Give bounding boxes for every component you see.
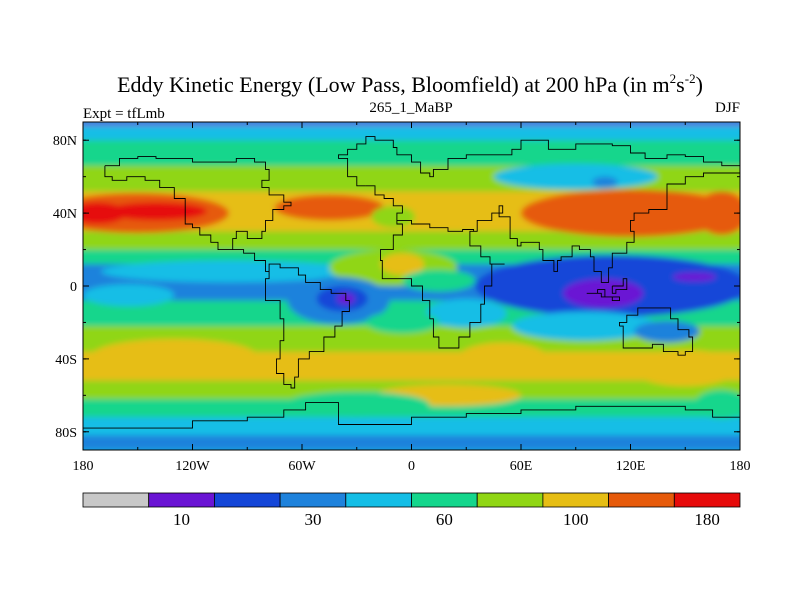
field-contour-blob bbox=[365, 311, 439, 334]
colorbar-swatch bbox=[608, 492, 675, 508]
y-tick-label: 40N bbox=[53, 207, 77, 222]
chart-title: Eddy Kinetic Energy (Low Pass, Bloomfiel… bbox=[117, 71, 703, 97]
field-contour-blob bbox=[457, 342, 549, 376]
y-tick-label: 80S bbox=[55, 426, 77, 441]
title-sup-1: 2 bbox=[670, 71, 677, 86]
field-contour-blob bbox=[283, 391, 430, 418]
field-contour-blob bbox=[592, 176, 618, 188]
field-layer bbox=[83, 122, 740, 450]
field-contour-blob bbox=[92, 338, 257, 372]
field-contour-blob bbox=[634, 320, 700, 343]
x-tick-label: 180 bbox=[730, 459, 751, 474]
field-band bbox=[83, 435, 740, 450]
colorbar-swatch bbox=[411, 492, 478, 508]
field-contour-blob bbox=[493, 163, 658, 190]
x-axis: 180 120W 60W 0 60E 120E 180 bbox=[73, 122, 751, 474]
colorbar-label: 100 bbox=[563, 510, 589, 529]
colorbar: 10 30 60 100 180 bbox=[82, 492, 741, 529]
field-contour-blob bbox=[104, 202, 208, 221]
colorbar-swatch bbox=[213, 492, 281, 508]
field-contour-blob bbox=[83, 284, 175, 307]
field-contour-blob bbox=[630, 349, 740, 387]
field-band bbox=[83, 417, 740, 436]
x-tick-label: 60W bbox=[288, 459, 316, 474]
coastline bbox=[83, 402, 740, 429]
field-contour-blob bbox=[696, 191, 740, 235]
y-tick-label: 80N bbox=[53, 134, 77, 149]
x-tick-label: 120W bbox=[175, 459, 210, 474]
colorbar-label: 180 bbox=[694, 510, 720, 529]
colorbar-swatch bbox=[148, 492, 215, 508]
coastline-layer bbox=[83, 136, 740, 429]
field-contour-blob bbox=[371, 205, 416, 228]
field-contour-blob bbox=[402, 269, 476, 292]
coastline bbox=[473, 165, 740, 283]
y-axis: 80N 40N 0 40S 80S bbox=[53, 134, 740, 441]
colorbar-swatch bbox=[542, 492, 610, 508]
coastline bbox=[611, 278, 628, 294]
colorbar-label: 30 bbox=[304, 510, 321, 529]
field-contour-blob bbox=[672, 272, 717, 282]
colorbar-swatch bbox=[476, 492, 544, 508]
x-tick-label: 0 bbox=[408, 459, 415, 474]
colorbar-label: 10 bbox=[173, 510, 190, 529]
x-tick-label: 120E bbox=[616, 459, 646, 474]
coastline bbox=[619, 307, 694, 356]
colorbar-swatch bbox=[345, 492, 412, 508]
title-mid: s bbox=[676, 72, 685, 97]
colorbar-swatch bbox=[279, 492, 347, 508]
coastline bbox=[104, 165, 233, 251]
field-contour-blob bbox=[694, 389, 740, 420]
title-main: Eddy Kinetic Energy (Low Pass, Bloomfiel… bbox=[117, 72, 670, 97]
field-contour-blob bbox=[274, 194, 385, 221]
field-contour-blob bbox=[380, 253, 425, 276]
field-contour-blob bbox=[521, 189, 740, 237]
y-tick-label: 0 bbox=[70, 280, 77, 295]
colorbar-swatch bbox=[673, 492, 741, 508]
x-tick-label: 60E bbox=[510, 459, 533, 474]
title-sup-2: -2 bbox=[685, 71, 696, 86]
coastline bbox=[104, 156, 350, 389]
field-contour-blob bbox=[83, 202, 127, 225]
field-contour-blob bbox=[511, 311, 658, 341]
coastline bbox=[338, 136, 740, 187]
field-contour-blob bbox=[426, 298, 507, 328]
coastline bbox=[586, 289, 620, 302]
experiment-label: Expt = tfLmb bbox=[83, 106, 165, 122]
field-band bbox=[83, 125, 740, 141]
field-contour-blob bbox=[562, 278, 644, 308]
run-label: 265_1_MaBP bbox=[369, 100, 452, 116]
season-label: DJF bbox=[715, 100, 740, 116]
colorbar-label: 60 bbox=[436, 510, 453, 529]
heatmap-field bbox=[83, 122, 740, 450]
title-end: ) bbox=[696, 72, 703, 97]
x-tick-label: 180 bbox=[73, 459, 94, 474]
y-tick-label: 40S bbox=[55, 353, 77, 368]
coastline bbox=[365, 185, 505, 349]
field-contour-blob bbox=[101, 260, 357, 283]
colorbar-swatch bbox=[82, 492, 150, 508]
